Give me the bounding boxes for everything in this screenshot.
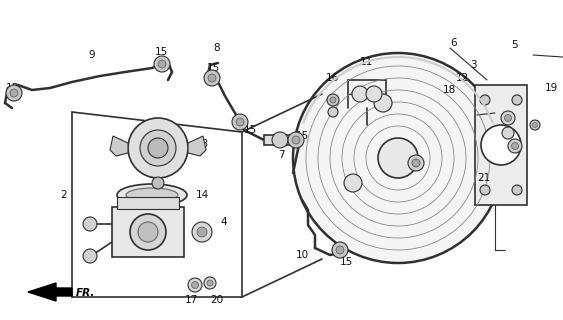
Text: 18: 18 <box>443 85 456 95</box>
Circle shape <box>408 155 424 171</box>
Circle shape <box>332 242 348 258</box>
Circle shape <box>236 118 244 126</box>
Circle shape <box>152 177 164 189</box>
Text: 5: 5 <box>511 40 517 50</box>
Text: 15: 15 <box>6 83 19 93</box>
Text: 9: 9 <box>88 50 95 60</box>
Text: 17: 17 <box>185 295 198 305</box>
Circle shape <box>288 132 304 148</box>
Circle shape <box>207 280 213 286</box>
Text: 12: 12 <box>456 73 469 83</box>
Bar <box>112 207 184 257</box>
Text: 10: 10 <box>296 250 309 260</box>
Circle shape <box>83 249 97 263</box>
Circle shape <box>154 56 170 72</box>
Circle shape <box>208 74 216 82</box>
Circle shape <box>480 95 490 105</box>
Text: 14: 14 <box>196 190 209 200</box>
Circle shape <box>330 97 336 103</box>
Circle shape <box>502 127 514 139</box>
Text: 7: 7 <box>278 150 285 160</box>
Polygon shape <box>188 136 206 156</box>
Circle shape <box>10 89 18 97</box>
Text: 4: 4 <box>220 217 227 227</box>
Circle shape <box>328 107 338 117</box>
Circle shape <box>480 185 490 195</box>
Circle shape <box>138 222 158 242</box>
Circle shape <box>530 120 540 130</box>
Circle shape <box>327 94 339 106</box>
Circle shape <box>204 70 220 86</box>
Circle shape <box>481 125 521 165</box>
Circle shape <box>512 95 522 105</box>
Circle shape <box>366 86 382 102</box>
Text: 15: 15 <box>155 47 168 57</box>
Circle shape <box>6 85 22 101</box>
Polygon shape <box>28 283 72 301</box>
Bar <box>117 197 179 209</box>
Text: 13: 13 <box>196 139 209 149</box>
Circle shape <box>128 118 188 178</box>
Circle shape <box>204 277 216 289</box>
Text: 8: 8 <box>213 43 220 53</box>
Text: 15: 15 <box>296 131 309 141</box>
Text: 11: 11 <box>360 57 373 67</box>
Text: 19: 19 <box>545 83 558 93</box>
Circle shape <box>512 185 522 195</box>
Circle shape <box>533 123 538 127</box>
Circle shape <box>292 136 300 144</box>
Circle shape <box>158 60 166 68</box>
Text: 21: 21 <box>477 173 490 183</box>
Circle shape <box>130 214 166 250</box>
Circle shape <box>412 159 420 167</box>
Circle shape <box>197 227 207 237</box>
Circle shape <box>188 278 202 292</box>
Text: 6: 6 <box>450 38 457 48</box>
Circle shape <box>512 142 519 149</box>
Circle shape <box>140 130 176 166</box>
Circle shape <box>501 111 515 125</box>
Text: FR.: FR. <box>76 288 95 298</box>
Circle shape <box>293 53 503 263</box>
Bar <box>475 85 527 205</box>
Text: 16: 16 <box>326 73 339 83</box>
Circle shape <box>504 115 512 122</box>
Text: 15: 15 <box>244 125 257 135</box>
Circle shape <box>344 174 362 192</box>
Circle shape <box>374 94 392 112</box>
Circle shape <box>352 86 368 102</box>
Circle shape <box>336 246 344 254</box>
Bar <box>264 135 292 145</box>
Text: 2: 2 <box>60 190 66 200</box>
Circle shape <box>272 132 288 148</box>
Text: 15: 15 <box>207 63 220 73</box>
Ellipse shape <box>117 184 187 206</box>
Ellipse shape <box>126 188 178 202</box>
Circle shape <box>508 139 522 153</box>
Text: 20: 20 <box>210 295 223 305</box>
Circle shape <box>232 114 248 130</box>
Circle shape <box>191 282 199 289</box>
Circle shape <box>148 138 168 158</box>
Text: 15: 15 <box>340 257 353 267</box>
Circle shape <box>83 217 97 231</box>
Text: 3: 3 <box>470 60 477 70</box>
Circle shape <box>192 222 212 242</box>
Circle shape <box>378 138 418 178</box>
Polygon shape <box>110 136 128 156</box>
